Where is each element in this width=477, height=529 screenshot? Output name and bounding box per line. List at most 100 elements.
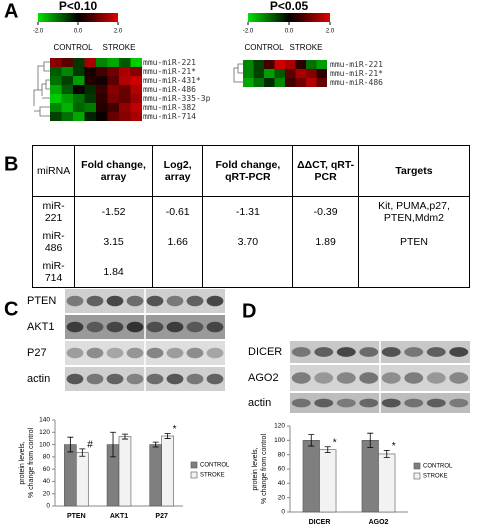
- y-tick-label: 120: [39, 429, 50, 436]
- blot-band: [166, 347, 184, 359]
- panel-label: C: [4, 298, 18, 320]
- heatmap-cell: [264, 69, 275, 78]
- blot-band: [381, 372, 401, 384]
- blot-label: P27: [27, 347, 47, 359]
- y-tick-label: 80: [43, 454, 51, 461]
- table-header: Fold change, qRT-PCR: [202, 145, 294, 197]
- table-cell: [292, 257, 359, 288]
- table-row: miR-714 1.84: [31, 257, 471, 288]
- heatmap-cell: [107, 58, 119, 67]
- table-cell: -1.52: [74, 196, 153, 227]
- blot-band: [336, 398, 356, 408]
- y-tick-label: 80: [278, 451, 286, 458]
- y-tick-label: 100: [274, 437, 285, 444]
- blot-band: [359, 347, 379, 357]
- blot-band: [166, 373, 184, 385]
- blot-band: [449, 372, 469, 384]
- blot-band: [146, 347, 164, 359]
- heatmap-cell: [73, 94, 85, 103]
- table-cell: [357, 257, 471, 288]
- error-bar: [110, 431, 117, 458]
- heatmap-cell: [84, 103, 96, 112]
- heatmap-cell: [285, 78, 296, 87]
- table-cell: miR-714: [31, 257, 76, 288]
- legend-label: STROKE: [200, 473, 225, 479]
- heatmap-cell: [264, 60, 275, 69]
- bar: [118, 436, 132, 507]
- blot-band: [86, 347, 104, 359]
- y-axis-label: protein levels,: [252, 447, 259, 490]
- blot-label: DICER: [248, 346, 282, 358]
- blot-label: actin: [27, 373, 50, 385]
- heatmap-cell: [295, 78, 306, 87]
- blot-band: [426, 398, 446, 408]
- blot-label: AGO2: [248, 372, 279, 384]
- heatmap-cell: [274, 78, 285, 87]
- y-tick-label: 0: [281, 509, 285, 516]
- blot-band: [106, 295, 124, 307]
- blot-band: [86, 321, 104, 333]
- blot-band: [291, 398, 311, 408]
- x-tick-label: P27: [155, 513, 168, 520]
- heatmap-cell: [50, 67, 62, 76]
- heatmap-cell: [119, 85, 131, 94]
- table-cell: miR-486: [31, 227, 76, 257]
- heatmap-cell: [96, 76, 108, 85]
- bar: [319, 449, 337, 513]
- legend-swatch: [190, 471, 198, 479]
- heatmap-cell: [119, 67, 131, 76]
- scale-label: 2.0: [326, 29, 335, 35]
- heatmap-cell: [61, 76, 73, 85]
- heatmap-cell: [84, 58, 96, 67]
- blot-band: [359, 372, 379, 384]
- bar: [64, 444, 77, 507]
- y-tick-label: 100: [39, 441, 50, 448]
- blot-band: [66, 373, 84, 385]
- error-bar: [367, 432, 374, 448]
- blot-band: [336, 347, 356, 357]
- group-label: STROKE: [290, 43, 323, 52]
- blot-band: [126, 321, 144, 333]
- significance-mark: *: [173, 424, 177, 435]
- table-cell: [202, 257, 294, 288]
- heatmap-cell: [84, 94, 96, 103]
- group-label: CONTROL: [244, 43, 284, 52]
- heatmap-cell: [84, 112, 96, 121]
- blot-band: [314, 347, 334, 357]
- legend-swatch: [413, 472, 421, 480]
- heatmap-cell: [73, 76, 85, 85]
- blot-band: [186, 295, 204, 307]
- error-bar: [67, 436, 74, 453]
- blot-label: PTEN: [27, 295, 56, 307]
- blot-band: [449, 398, 469, 408]
- heatmap-cell: [61, 112, 73, 121]
- dendrogram: [33, 61, 243, 117]
- group-label: CONTROL: [53, 43, 93, 52]
- table-cell: 1.89: [292, 227, 359, 257]
- blot-band: [166, 295, 184, 307]
- y-tick-label: 60: [43, 466, 51, 473]
- error-bar: [121, 433, 128, 440]
- table-cell: -1.31: [202, 196, 294, 227]
- bar: [161, 435, 174, 507]
- heatmap-cell: [107, 103, 119, 112]
- heatmap-cell: [107, 112, 119, 121]
- legend-label: STROKE: [423, 474, 448, 480]
- scale-label: 0.0: [74, 29, 83, 35]
- heatmap-cell: [264, 78, 275, 87]
- x-tick-label: AKT1: [110, 513, 128, 520]
- table-cell: 3.15: [74, 227, 153, 257]
- y-tick-label: 20: [43, 490, 51, 497]
- group-label: STROKE: [103, 43, 136, 52]
- heatmap-cell: [130, 58, 142, 67]
- x-tick-label: DICER: [309, 519, 331, 526]
- blot-band: [206, 373, 224, 385]
- bar: [302, 440, 320, 513]
- data-table: miRNA Fold change, array Log2, array Fold c…: [31, 145, 471, 288]
- bar: [149, 444, 162, 507]
- heatmap-cell: [107, 94, 119, 103]
- blot-band: [404, 372, 424, 384]
- table-header: Log2, array: [151, 145, 204, 197]
